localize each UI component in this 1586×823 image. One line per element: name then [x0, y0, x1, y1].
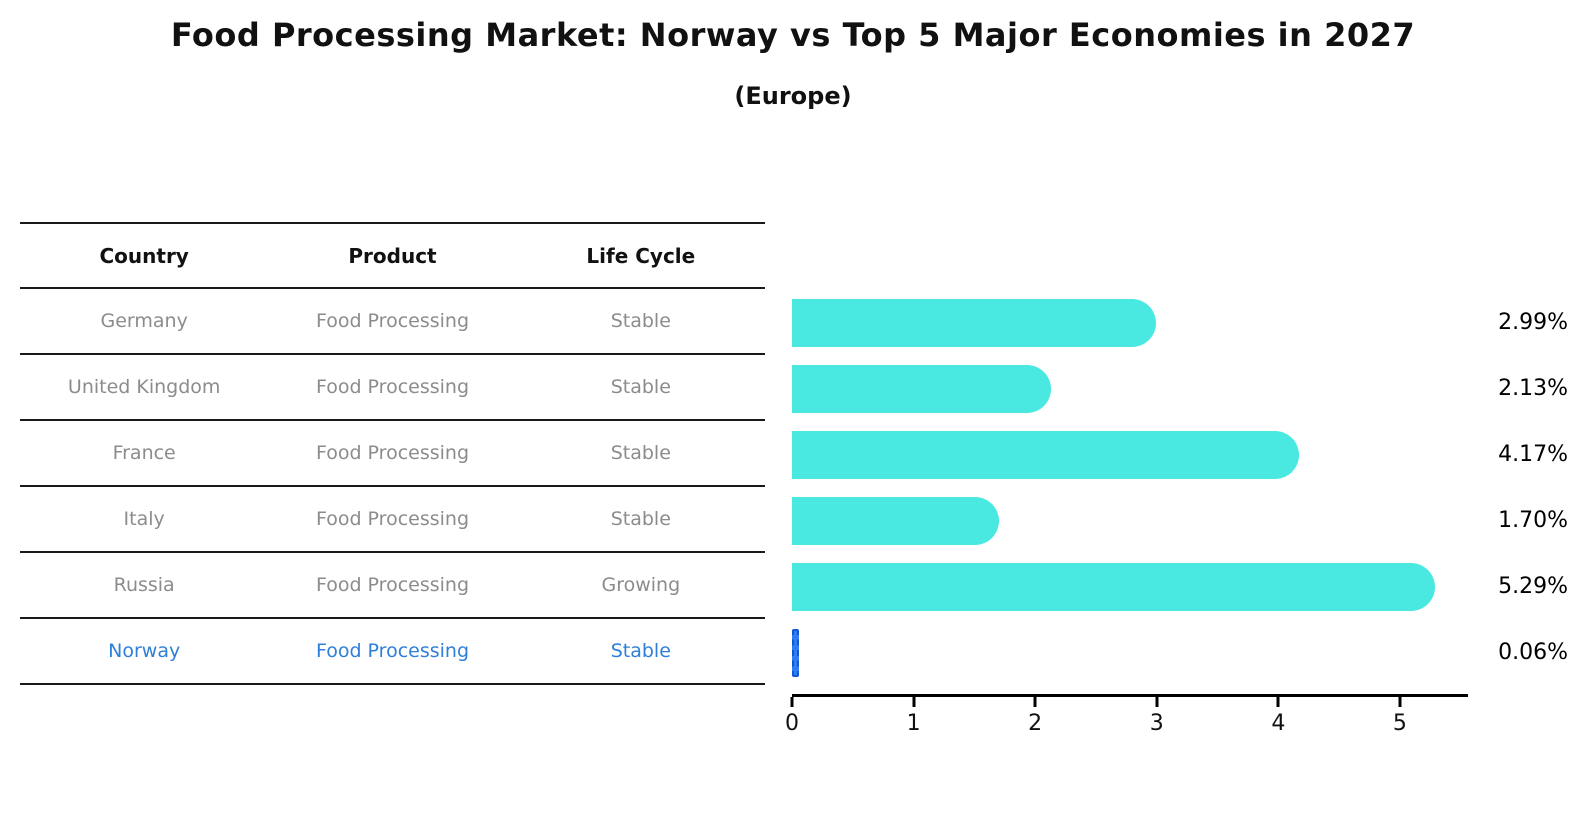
cell-country: Russia: [113, 574, 175, 596]
column-header-life-cycle: Life Cycle: [586, 243, 696, 268]
x-axis-tick-5: [1398, 697, 1402, 707]
table-body: Germany Food Processing Stable United Kingd…: [20, 289, 765, 685]
cell-product: Food Processing: [315, 310, 470, 332]
cell-life-cycle: Stable: [610, 376, 671, 398]
x-axis-tick-label-5: 5: [1392, 711, 1407, 736]
cell-product: Food Processing: [315, 508, 470, 530]
value-label-germany: 2.99%: [1498, 310, 1568, 335]
value-label-russia: 5.29%: [1498, 574, 1568, 599]
country-table: Country Product Life Cycle Germany Food P…: [20, 222, 765, 685]
x-axis-tick-0: [790, 697, 794, 707]
bar-france: [792, 431, 1299, 479]
cell-country: Germany: [100, 310, 188, 332]
table-row-italy: Italy Food Processing Stable: [20, 487, 765, 553]
x-axis-tick-label-2: 2: [1028, 711, 1043, 736]
cell-life-cycle: Stable: [610, 442, 671, 464]
table-row-united-kingdom: United Kingdom Food Processing Stable: [20, 355, 765, 421]
table-row-russia: Russia Food Processing Growing: [20, 553, 765, 619]
cell-life-cycle: Stable: [610, 310, 671, 332]
x-axis-tick-label-0: 0: [785, 711, 799, 736]
page-title: Food Processing Market: Norway vs Top 5 …: [170, 16, 1416, 54]
bar-plot: 0 1 2 3 4 5: [785, 222, 1468, 736]
cell-country: United Kingdom: [67, 376, 221, 398]
value-label-united-kingdom: 2.13%: [1498, 376, 1568, 401]
x-axis-tick-label-1: 1: [906, 711, 921, 736]
x-axis-tick-2: [1033, 697, 1037, 707]
cell-country: Norway: [108, 640, 181, 662]
value-label-italy: 1.70%: [1498, 508, 1568, 533]
table-row-france: France Food Processing Stable: [20, 421, 765, 487]
column-header-product: Product: [348, 243, 437, 268]
cell-country: Italy: [123, 508, 165, 530]
table-header-row: Country Product Life Cycle: [20, 222, 765, 289]
cell-product: Food Processing: [315, 376, 470, 398]
bar-norway: [792, 629, 800, 677]
x-axis-tick-1: [912, 697, 916, 707]
value-label-france: 4.17%: [1498, 442, 1568, 467]
value-label-norway: 0.06%: [1498, 640, 1568, 665]
x-axis-tick-label-4: 4: [1271, 711, 1286, 736]
bar-russia: [792, 563, 1436, 611]
cell-life-cycle: Growing: [601, 574, 681, 596]
cell-country: France: [112, 442, 176, 464]
column-header-country: Country: [99, 243, 189, 268]
x-axis-tick-3: [1155, 697, 1159, 707]
bar-germany: [792, 299, 1156, 347]
bar-italy: [792, 497, 999, 545]
cell-product: Food Processing: [315, 442, 470, 464]
page-subtitle: (Europe): [734, 82, 852, 110]
x-axis-tick-4: [1276, 697, 1280, 707]
bar-united-kingdom: [792, 365, 1051, 413]
cell-life-cycle: Stable: [610, 508, 671, 530]
table-row-norway: Norway Food Processing Stable: [20, 619, 765, 685]
cell-life-cycle: Stable: [610, 640, 671, 662]
table-row-germany: Germany Food Processing Stable: [20, 289, 765, 355]
x-axis-tick-label-3: 3: [1149, 711, 1164, 736]
cell-product: Food Processing: [315, 640, 470, 662]
cell-product: Food Processing: [315, 574, 470, 596]
